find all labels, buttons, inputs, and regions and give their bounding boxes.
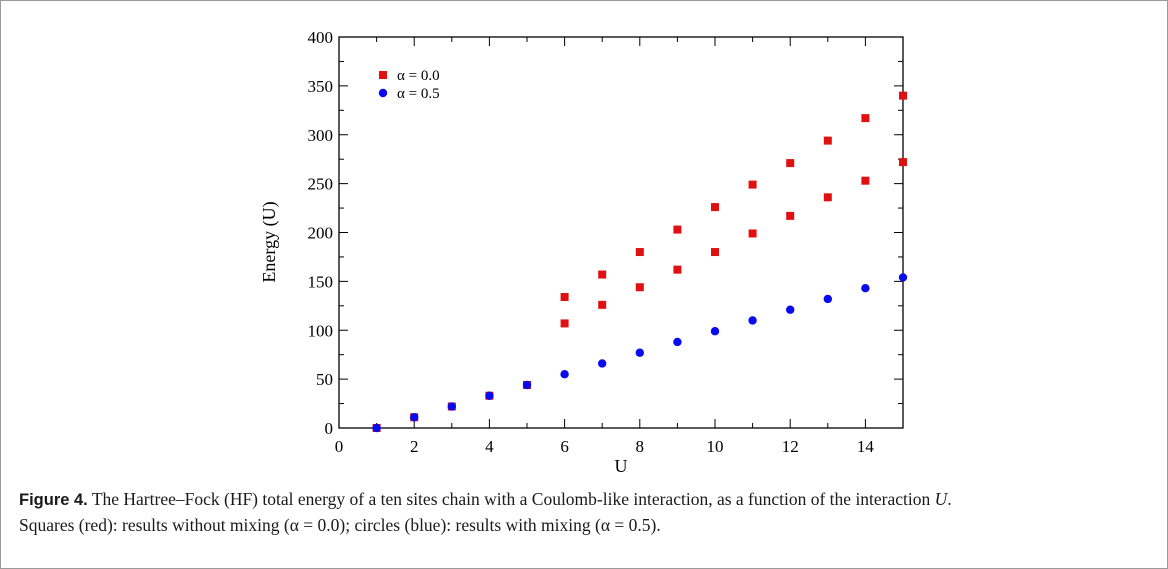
x-tick-label: 0 [335,437,344,456]
square-point [861,114,870,123]
y-tick-label: 100 [308,321,334,340]
y-tick-label: 250 [308,175,334,194]
circle-point [372,423,381,433]
circle-point [447,402,456,411]
legend: α = 0.0 α = 0.5 [378,68,440,102]
x-tick-label: 4 [485,437,494,456]
circle-point [522,380,532,390]
scatter-chart: 0 2 4 6 8 10 12 14 0 50 100 150 200 250 300 350 400 α = … [259,28,908,476]
x-tick-label: 14 [857,437,875,456]
data-points [372,91,908,433]
legend-label: α = 0.5 [397,86,440,102]
circle-point [410,413,419,422]
square-point [786,211,795,220]
square-point [598,300,607,309]
circle-point [823,294,832,304]
y-tick-label: 200 [308,224,334,243]
square-point [711,203,719,212]
square-point [560,293,569,302]
circle-point [673,337,682,347]
y-tick-label: 350 [308,77,334,96]
square-point [899,91,907,100]
y-tick-label: 300 [308,126,334,145]
x-tick-label: 6 [560,437,569,456]
circle-point [598,359,607,368]
y-tick-label: 400 [308,28,334,47]
figure-caption: Figure 4. The Hartree–Fock (HF) total en… [19,487,1149,538]
y-tick-label: 50 [316,370,333,389]
square-point [673,265,682,274]
y-tick-label: 150 [308,272,334,291]
circle-point [786,305,795,314]
circle-point [898,273,908,282]
square-point [635,283,644,292]
caption-text-c: Squares (red): results without mixing (α… [19,515,661,535]
x-axis-title: U [615,456,628,476]
caption-text-a: The Hartree–Fock (HF) total energy of a … [87,489,935,509]
square-point [560,319,569,328]
legend-circle-marker [378,88,388,98]
x-tick-label: 10 [707,437,724,456]
x-tick-label: 8 [636,437,645,456]
circle-point [485,391,494,400]
square-point [899,158,907,167]
square-point [598,270,607,279]
x-tick-label: 12 [782,437,799,456]
square-point [673,225,682,234]
square-point [711,248,719,257]
square-point [786,159,795,168]
ticks: 0 2 4 6 8 10 12 14 0 50 100 150 200 250 300 350 400 [308,28,903,456]
circle-point [710,327,720,336]
x-tick-label: 2 [410,437,419,456]
square-point [861,176,870,185]
caption-text-b: . [947,489,952,509]
circle-point [748,316,757,325]
circle-point [560,370,569,379]
square-point [823,136,832,145]
circle-point [635,348,644,357]
legend-square-marker [379,71,387,79]
y-tick-label: 0 [325,419,334,438]
circle-point [861,284,870,293]
square-point [748,180,757,189]
caption-label: Figure 4. [19,491,88,509]
square-point [823,193,832,202]
legend-label: α = 0.0 [397,68,440,84]
square-point [635,248,644,257]
square-point [748,229,757,238]
y-axis-title: Energy (U) [259,201,280,282]
caption-variable: U [934,489,948,509]
